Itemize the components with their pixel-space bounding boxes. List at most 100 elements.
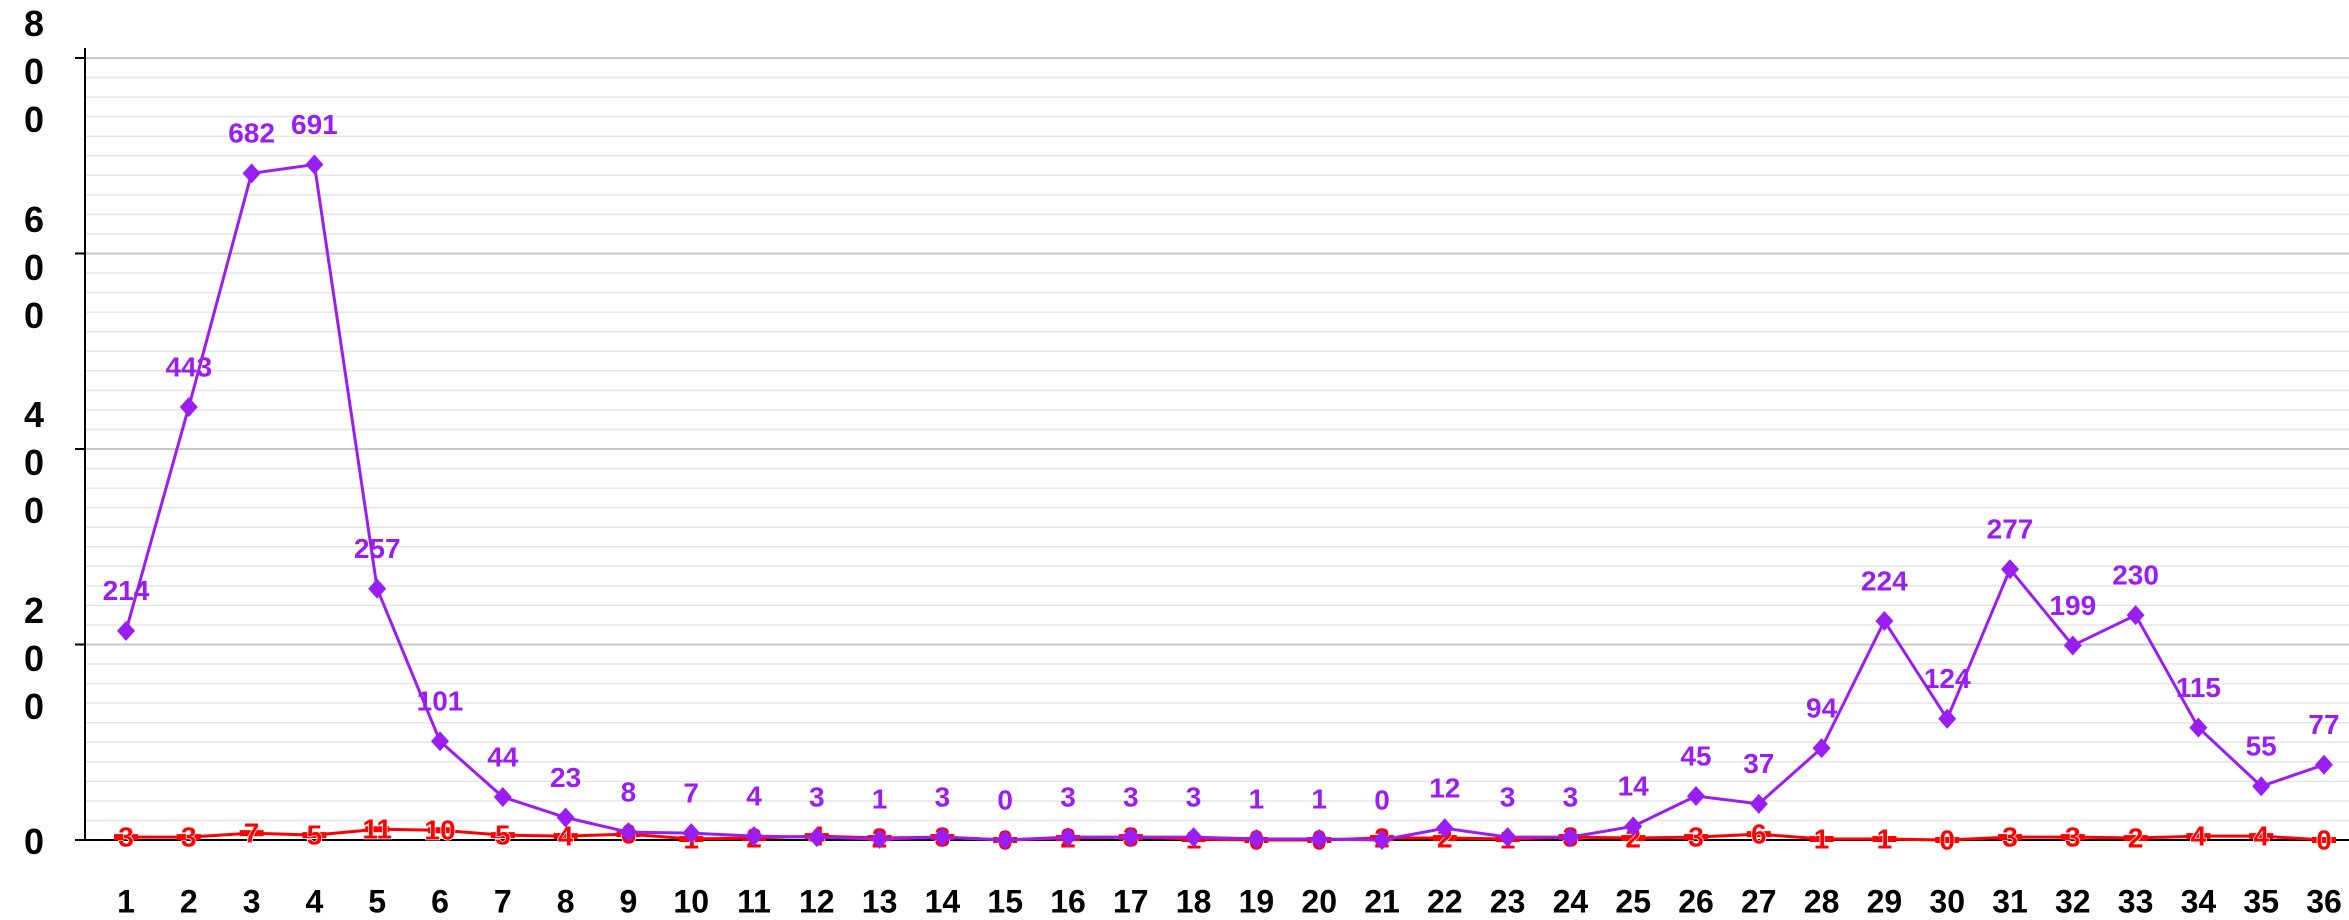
marker xyxy=(2252,776,2271,797)
marker xyxy=(1812,738,1831,759)
marker xyxy=(1687,786,1705,807)
y-tick-label: 400 xyxy=(23,394,45,531)
x-tick-label: 32 xyxy=(2055,883,2091,919)
data-label: 0 xyxy=(2316,824,2332,855)
data-label: 44 xyxy=(487,741,519,772)
marker xyxy=(176,834,201,841)
data-label: 4 xyxy=(2253,820,2269,851)
data-label: 5 xyxy=(307,820,323,851)
data-label: 12 xyxy=(1429,773,1460,804)
x-tick-label: 31 xyxy=(1992,883,2028,919)
marker xyxy=(2126,605,2145,626)
marker xyxy=(1746,831,1771,838)
x-tick-label: 18 xyxy=(1176,883,1212,919)
marker xyxy=(553,833,578,840)
x-tick-label: 36 xyxy=(2306,883,2342,919)
data-label: 3 xyxy=(1688,821,1704,852)
marker xyxy=(239,830,264,837)
data-label: 443 xyxy=(165,351,212,382)
data-label: 3 xyxy=(1060,781,1076,812)
data-label: 1 xyxy=(1249,783,1265,814)
data-label: 4 xyxy=(2191,820,2207,851)
y-tick-label: 800 xyxy=(23,3,45,140)
marker xyxy=(1809,836,1834,843)
y-tick-label: 200 xyxy=(23,589,45,727)
y-tick-label: 600 xyxy=(23,198,45,336)
marker xyxy=(996,830,1015,850)
x-tick-label: 22 xyxy=(1427,883,1463,919)
x-tick-label: 7 xyxy=(494,883,512,919)
x-tick-label: 25 xyxy=(1615,883,1651,919)
x-tick-label: 27 xyxy=(1741,883,1777,919)
marker xyxy=(1121,827,1140,848)
data-label: 0 xyxy=(1374,784,1390,815)
x-tick-label: 24 xyxy=(1553,883,1589,919)
marker xyxy=(368,578,387,599)
marker xyxy=(870,829,889,850)
x-tick-label: 17 xyxy=(1113,883,1149,919)
data-label: 124 xyxy=(1924,663,1971,694)
marker xyxy=(1875,611,1894,632)
marker xyxy=(1498,827,1517,848)
marker xyxy=(682,823,701,844)
marker xyxy=(1624,816,1643,837)
data-label: 3 xyxy=(935,781,951,812)
data-label: 682 xyxy=(228,118,275,149)
data-label: 6 xyxy=(1751,819,1767,850)
marker xyxy=(2315,754,2333,775)
marker xyxy=(490,832,515,839)
y-tick-label: 0 xyxy=(23,821,45,862)
marker xyxy=(1935,837,1960,843)
marker xyxy=(619,822,638,843)
marker xyxy=(2123,835,2148,842)
data-label: 230 xyxy=(2112,560,2159,591)
data-label: 277 xyxy=(1987,514,2034,545)
x-tick-label: 11 xyxy=(737,883,771,919)
data-label: 2 xyxy=(2128,822,2144,853)
marker xyxy=(2063,635,2082,656)
x-tick-label: 29 xyxy=(1867,883,1903,919)
marker xyxy=(2249,833,2274,840)
data-label: 55 xyxy=(2246,731,2277,762)
x-tick-label: 26 xyxy=(1678,883,1714,919)
marker xyxy=(179,396,198,417)
marker xyxy=(1561,827,1580,848)
data-label: 10 xyxy=(424,815,455,846)
x-tick-label: 3 xyxy=(243,883,261,919)
x-tick-label: 8 xyxy=(557,883,575,919)
series-line xyxy=(124,162,2325,842)
marker xyxy=(745,826,763,847)
data-label: 3 xyxy=(809,781,825,812)
marker xyxy=(305,154,324,175)
x-tick-label: 2 xyxy=(180,883,198,919)
data-label: 23 xyxy=(550,762,581,793)
marker xyxy=(1184,827,1203,848)
data-label: 14 xyxy=(1618,771,1650,802)
x-tick-label: 1 xyxy=(117,883,135,919)
data-label: 1 xyxy=(1877,823,1893,854)
x-tick-label: 19 xyxy=(1239,883,1275,919)
x-tick-label: 5 xyxy=(368,883,386,919)
data-label: 37 xyxy=(1743,748,1774,779)
data-label: 691 xyxy=(291,109,338,140)
x-tick-label: 28 xyxy=(1804,883,1840,919)
marker xyxy=(114,834,138,841)
marker xyxy=(493,786,512,807)
x-tick-label: 20 xyxy=(1301,883,1337,919)
data-label: 1 xyxy=(872,783,888,814)
marker xyxy=(365,826,390,833)
x-tick-label: 9 xyxy=(620,883,638,919)
data-label: 1 xyxy=(1814,823,1830,854)
data-label: 101 xyxy=(417,686,464,717)
x-tick-label: 4 xyxy=(306,883,324,919)
marker xyxy=(2060,834,2085,841)
data-label: 4 xyxy=(558,820,574,851)
marker xyxy=(1684,834,1708,841)
marker xyxy=(933,827,952,848)
x-tick-label: 35 xyxy=(2243,883,2279,919)
marker xyxy=(807,827,826,848)
data-label: 257 xyxy=(354,533,401,564)
marker xyxy=(2186,833,2211,840)
